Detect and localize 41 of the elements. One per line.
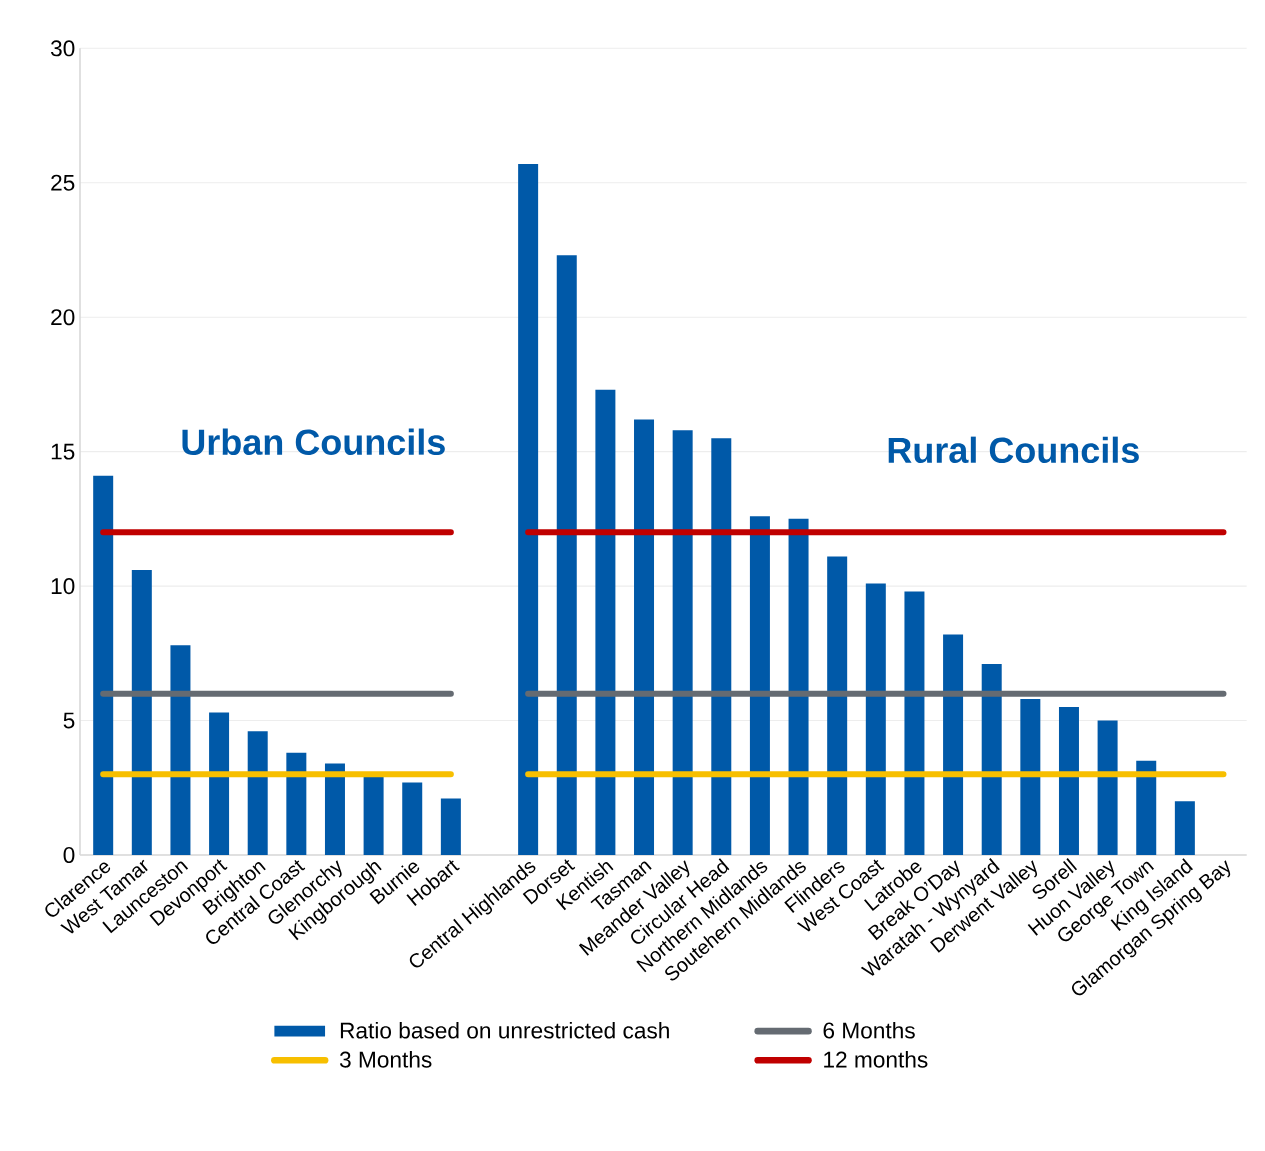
- bar: [440, 798, 461, 855]
- bar: [1058, 707, 1079, 855]
- y-tick-label: 0: [63, 846, 75, 864]
- bar: [1136, 760, 1157, 855]
- bar: [672, 430, 693, 855]
- bar: [170, 645, 191, 855]
- bar: [595, 389, 616, 855]
- bar: [402, 782, 423, 855]
- bar: [286, 752, 307, 855]
- y-tick-label: 30: [50, 40, 75, 57]
- bar: [131, 569, 152, 855]
- y-tick-label: 5: [63, 712, 75, 729]
- bar: [865, 583, 886, 855]
- y-tick-label: 25: [51, 174, 75, 191]
- bar: [1097, 720, 1118, 855]
- bar: [556, 255, 577, 855]
- y-tick-label: 15: [51, 443, 75, 460]
- bar: [943, 634, 964, 855]
- bar: [904, 591, 925, 855]
- y-tick-label: 10: [51, 578, 75, 595]
- y-tick-label: 20: [51, 309, 75, 326]
- annotation: Rural Councils: [888, 436, 1139, 464]
- bar: [634, 419, 655, 855]
- legend-label: Ratio based on unrestricted cash: [340, 1021, 669, 1039]
- legend-label: 6 Months: [823, 1021, 915, 1039]
- annotation: Urban Councils: [182, 428, 445, 456]
- bar: [981, 664, 1002, 855]
- legend-label: 3 Months: [339, 1051, 432, 1068]
- bar: [788, 518, 809, 855]
- bar: [93, 475, 114, 855]
- bar: [518, 163, 539, 855]
- bar: [363, 777, 384, 855]
- bar: [749, 516, 770, 855]
- bar: [247, 731, 268, 855]
- bar: [1020, 699, 1041, 855]
- bar: [324, 763, 345, 855]
- bar: [209, 712, 230, 855]
- bar: [1174, 801, 1195, 855]
- bar: [711, 438, 732, 855]
- legend-label: 12 months: [824, 1051, 928, 1068]
- bar: [827, 556, 848, 855]
